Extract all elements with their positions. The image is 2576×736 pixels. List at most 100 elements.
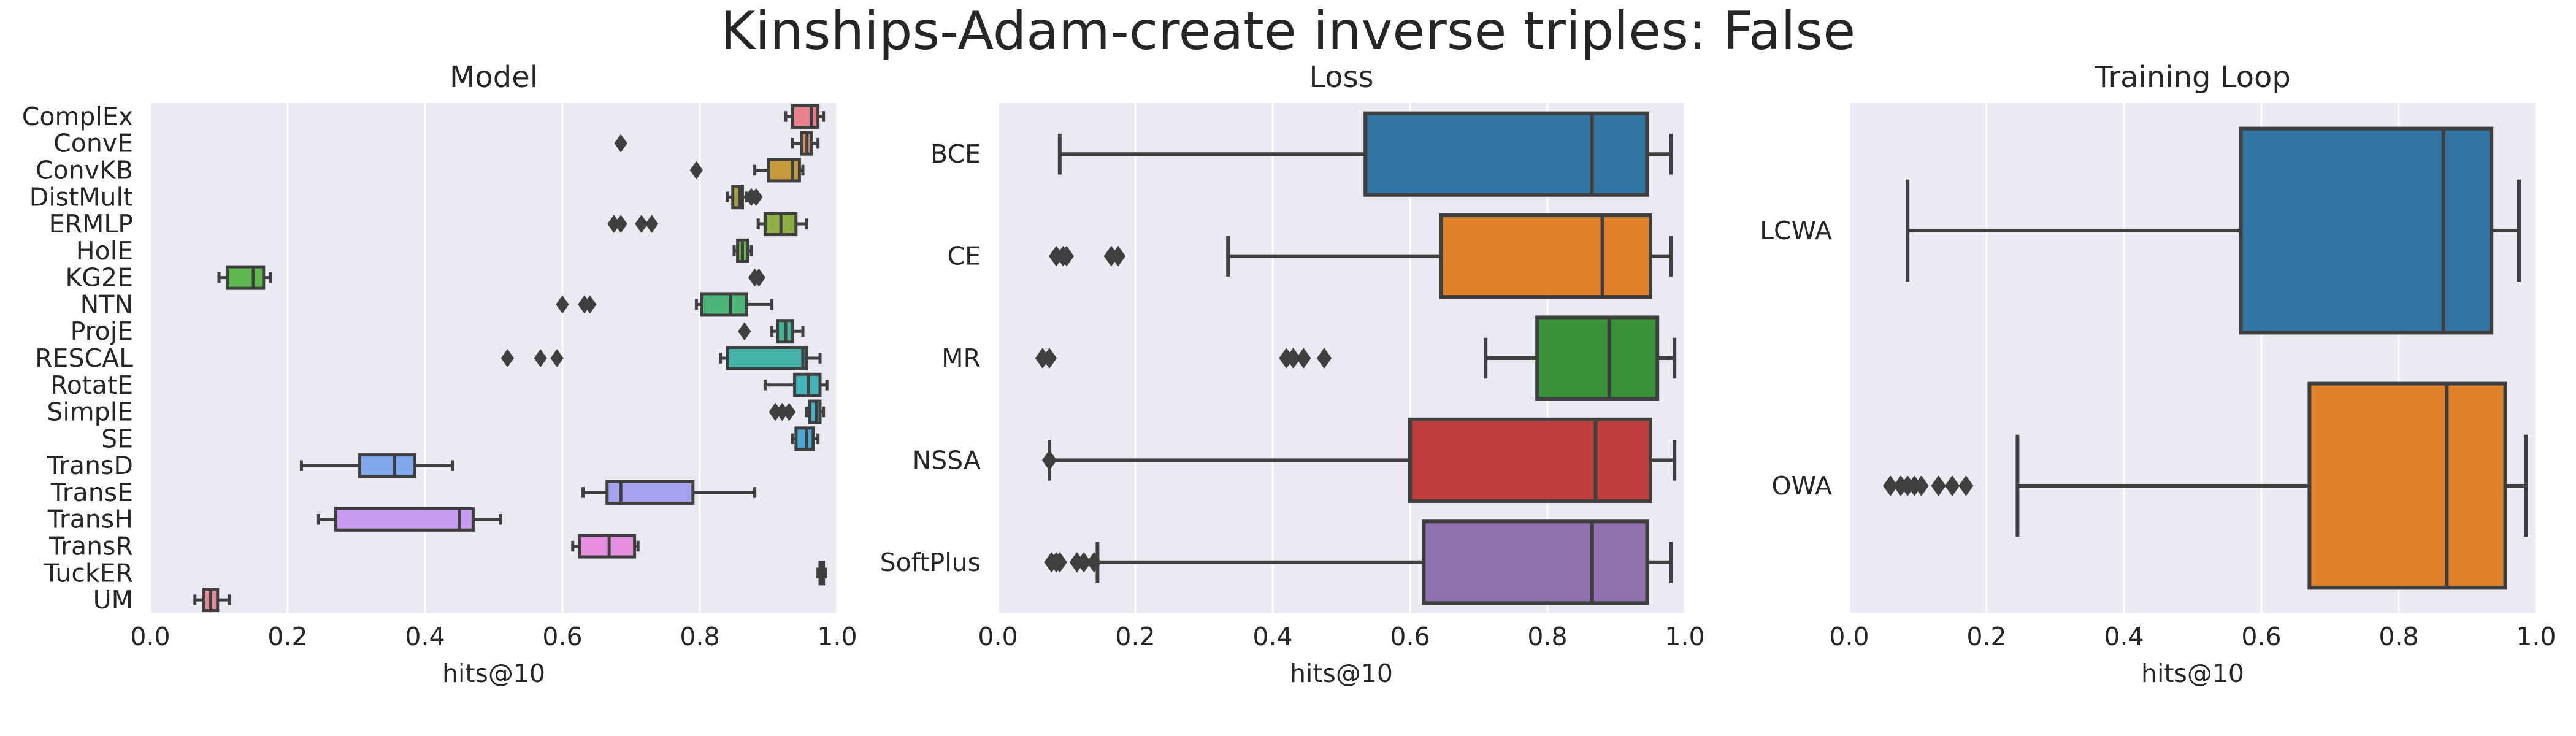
box-MR <box>1035 315 1677 401</box>
box-iqr <box>1422 519 1649 605</box>
outlier-point <box>614 215 627 233</box>
box-BCE <box>1057 111 1673 197</box>
outlier-point <box>635 215 648 233</box>
box-iqr <box>1439 213 1652 299</box>
y-tick-label: SimplE <box>47 397 133 427</box>
outlier-point <box>1059 245 1075 267</box>
y-tick-label: TransR <box>48 532 133 561</box>
box-ERMLP <box>607 212 808 237</box>
outlier-point <box>752 268 766 287</box>
box-iqr <box>225 265 266 290</box>
box-ProjE <box>738 319 805 344</box>
x-tick-label: 0.6 <box>2241 622 2281 651</box>
box-iqr <box>2307 381 2507 590</box>
outlier-point <box>1883 475 1898 496</box>
box-OWA <box>1883 381 2528 590</box>
outlier-point <box>749 188 763 207</box>
y-tick-label: ERMLP <box>49 209 133 239</box>
x-tick-label: 0.6 <box>542 622 582 651</box>
panel-title: Model <box>450 60 538 94</box>
box-RESCAL <box>500 345 822 371</box>
y-tick-label: ConvKB <box>36 155 133 185</box>
outlier-point <box>1316 348 1332 369</box>
plot-area: 0.0 0.2 0.4 0.6 0.8 1.0 BCE CE MR NSSA SoftPlus <box>880 103 1705 651</box>
outlier-point <box>1076 551 1092 573</box>
x-tick-label: 0.0 <box>130 622 170 651</box>
x-axis-label: hits@10 <box>1290 659 1393 688</box>
box-ConvKB <box>689 158 805 183</box>
box-SE <box>791 426 820 451</box>
y-tick-label: RotatE <box>50 370 133 400</box>
outlier-point <box>1052 551 1067 573</box>
y-tick-label: TransE <box>50 478 133 507</box>
x-tick-label: 0.8 <box>1527 622 1567 651</box>
box-DistMult <box>726 185 763 210</box>
x-tick-label: 0.4 <box>405 622 445 651</box>
box-iqr <box>767 158 801 183</box>
y-tick-label: ComplEx <box>22 102 133 131</box>
box-KG2E <box>217 265 766 290</box>
y-tick-label: CE <box>947 242 981 271</box>
y-tick-label: LCWA <box>1760 216 1832 245</box>
box-iqr <box>791 104 820 129</box>
box-iqr <box>700 292 748 317</box>
y-tick-label: HolE <box>76 236 133 266</box>
x-tick-label: 1.0 <box>817 622 857 651</box>
box-iqr <box>334 507 475 532</box>
panel-model: Model 0.0 0.2 0.4 0.6 0.8 1.0 ComplExConvEConv… <box>22 60 857 688</box>
x-tick-label: 0.4 <box>2104 622 2144 651</box>
x-tick-label: 0.6 <box>1390 622 1430 651</box>
x-tick-label: 1.0 <box>1665 622 1704 651</box>
x-tick-label: 0.0 <box>1829 622 1869 651</box>
outlier-point <box>500 349 515 367</box>
box-iqr <box>794 426 815 451</box>
box-TransH <box>316 507 502 532</box>
outlier-point <box>645 215 659 233</box>
outlier-point <box>583 295 597 314</box>
box-UM <box>193 588 231 613</box>
box-iqr <box>578 534 637 559</box>
x-tick-label: 0.8 <box>680 622 719 651</box>
x-tick-label: 0.2 <box>1966 622 2006 651</box>
outlier-point <box>689 161 703 180</box>
y-tick-label: TransD <box>47 451 133 480</box>
plot-area: 0.0 0.2 0.4 0.6 0.8 1.0 ComplExConvEConvKBDist… <box>22 102 857 651</box>
outlier-point <box>614 134 627 153</box>
y-tick-label: DistMult <box>29 182 133 212</box>
box-TransD <box>299 453 454 478</box>
x-axis-label: hits@10 <box>2141 659 2244 688</box>
panel-training-loop: Training Loop 0.0 0.2 0.4 0.6 0.8 1.0LCWAOWA … <box>1760 60 2556 688</box>
outlier-point <box>556 295 569 314</box>
outlier-point <box>550 349 564 367</box>
y-tick-label: TuckER <box>44 558 133 588</box>
y-tick-label: RESCAL <box>35 343 133 373</box>
box-ComplEx <box>784 104 826 129</box>
outlier-point <box>1914 475 1929 496</box>
box-SimplE <box>769 399 826 424</box>
panel-loss: Loss 0.0 0.2 0.4 0.6 0.8 1.0 BCE CE MR NSSA SoftPl… <box>880 60 1705 688</box>
outlier-point <box>1041 348 1057 369</box>
figure-title: Kinships-Adam-create inverse triples: Fa… <box>721 1 1855 62</box>
box-NTN <box>556 292 774 317</box>
outlier-point <box>534 349 547 367</box>
outlier-point <box>1944 475 1960 496</box>
outlier-point <box>782 402 796 421</box>
box-HolE <box>732 238 753 263</box>
y-tick-label: OWA <box>1771 471 1832 500</box>
box-SoftPlus <box>1044 519 1673 605</box>
panel-title: Training Loop <box>2094 60 2291 94</box>
box-iqr <box>726 345 808 371</box>
box-NSSA <box>1041 417 1677 503</box>
box-iqr <box>808 399 822 424</box>
box-iqr <box>1535 315 1660 401</box>
box-iqr <box>1408 417 1652 503</box>
box-iqr <box>1363 111 1649 197</box>
y-tick-label: NTN <box>80 289 133 319</box>
box-TransE <box>581 480 757 505</box>
box-RotatE <box>763 372 829 397</box>
y-tick-label: ConvE <box>53 129 133 158</box>
plot-area: 0.0 0.2 0.4 0.6 0.8 1.0 LCWA OWA <box>1760 103 2556 651</box>
outlier-point <box>1958 475 1974 496</box>
box-ConvE <box>614 131 820 156</box>
